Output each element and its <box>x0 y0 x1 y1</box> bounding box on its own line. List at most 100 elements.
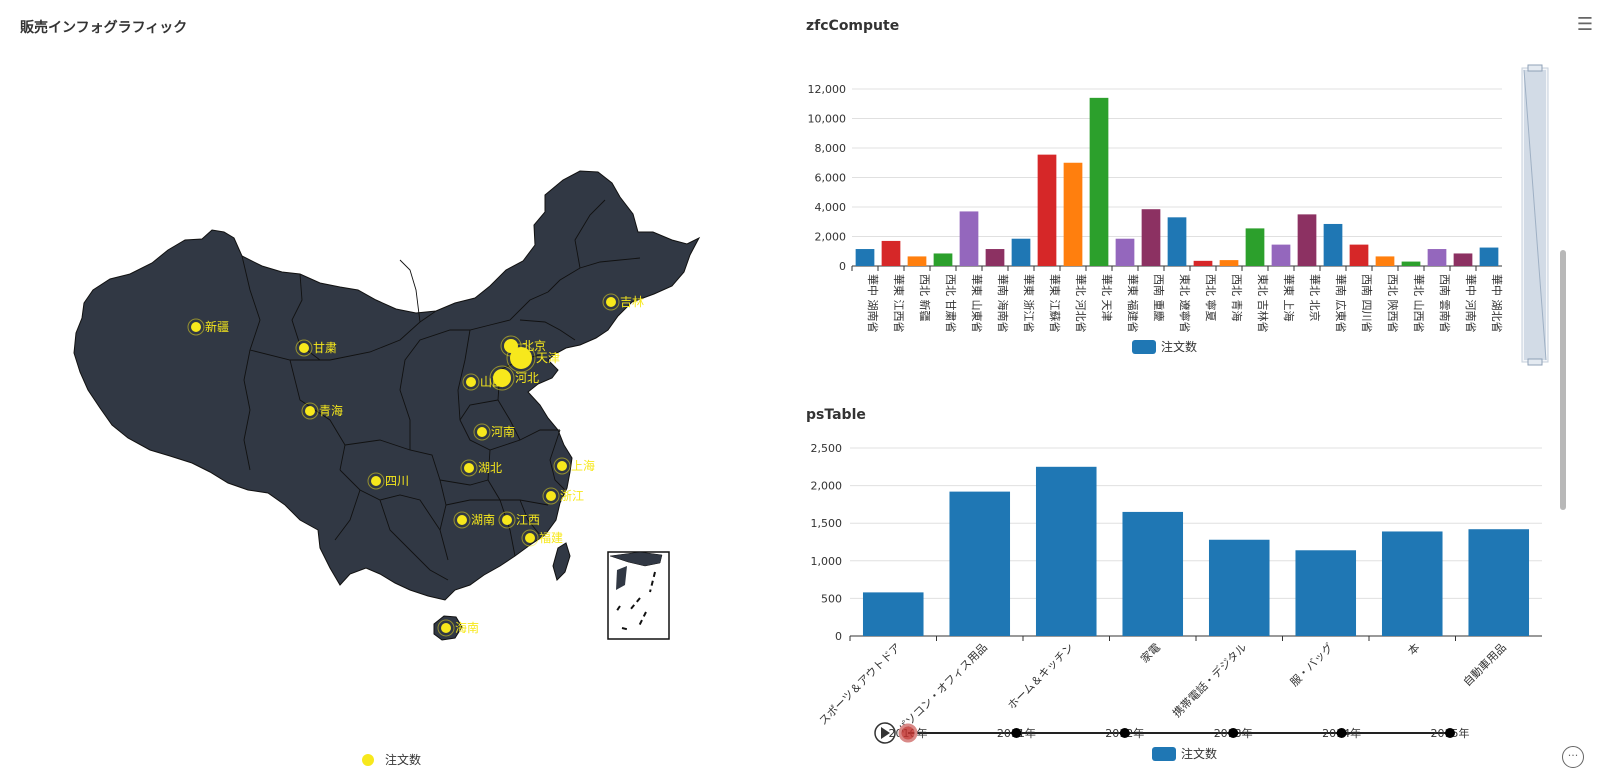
bar[interactable] <box>1141 209 1161 266</box>
timeline-current-marker[interactable] <box>898 723 918 743</box>
bar[interactable] <box>1193 260 1213 266</box>
more-icon[interactable]: ··· <box>1562 746 1584 768</box>
x-tick-label: 華南 広東省 <box>1334 274 1347 333</box>
bar[interactable] <box>1375 256 1395 266</box>
south-china-sea-inset <box>607 551 670 640</box>
timeline-year-label[interactable]: 2013年 <box>1214 726 1253 740</box>
x-tick-label: 華中 湖南省 <box>866 274 879 333</box>
timeline-point[interactable] <box>1011 728 1022 738</box>
timeline-point[interactable] <box>1228 728 1239 738</box>
city-ripple <box>602 293 620 311</box>
chart1-datazoom-slider[interactable] <box>1521 64 1549 366</box>
city-point-青海[interactable]: 青海 <box>301 402 343 420</box>
city-label: 海南 <box>455 620 479 635</box>
city-point-浙江[interactable]: 浙江 <box>542 487 584 505</box>
x-tick-label: 東北 遼寧省 <box>1178 274 1192 333</box>
city-label: 四川 <box>385 474 409 488</box>
city-ripple <box>301 402 319 420</box>
city-point-江西[interactable]: 江西 <box>498 511 540 529</box>
bar[interactable] <box>933 253 953 266</box>
timeline-point[interactable] <box>1445 728 1455 738</box>
timeline-year-label[interactable]: 2012年 <box>1105 726 1144 740</box>
city-point-福建[interactable]: 福建 <box>521 529 563 547</box>
bar[interactable] <box>1427 249 1447 266</box>
bar[interactable] <box>1271 244 1291 266</box>
bar[interactable] <box>1468 529 1530 636</box>
bar[interactable] <box>1115 238 1135 266</box>
x-tick-label: 華北 河北省 <box>1074 274 1087 333</box>
x-tick-label: 華北 北京 <box>1308 274 1322 322</box>
bar[interactable] <box>1167 217 1187 266</box>
bar[interactable] <box>1323 223 1343 266</box>
datazoom-bottom-handle[interactable] <box>1527 358 1543 366</box>
x-tick-label: 自動車用品 <box>1460 640 1509 689</box>
y-tick-label: 0 <box>835 630 842 643</box>
y-tick-label: 6,000 <box>815 172 847 185</box>
chart2-legend-label[interactable]: 注文数 <box>1181 746 1217 761</box>
bar[interactable] <box>1219 260 1239 266</box>
bar[interactable] <box>949 491 1011 636</box>
bar[interactable] <box>1035 466 1097 636</box>
timeline-point[interactable] <box>1119 728 1130 738</box>
x-tick-label: 東北 吉林省 <box>1256 274 1270 333</box>
city-ripple <box>295 339 313 357</box>
bar[interactable] <box>862 592 924 636</box>
bar[interactable] <box>907 256 927 266</box>
bar[interactable] <box>1479 247 1499 266</box>
y-tick-label: 1,500 <box>811 517 843 530</box>
bar[interactable] <box>855 249 875 266</box>
city-point-湖南[interactable]: 湖南 <box>453 511 495 529</box>
map-legend-label[interactable]: 注文数 <box>385 752 421 767</box>
bar[interactable] <box>985 249 1005 266</box>
chart1-title: zfcCompute <box>806 18 899 34</box>
bar[interactable] <box>1063 162 1083 266</box>
city-point-湖北[interactable]: 湖北 <box>460 459 502 477</box>
city-point-四川[interactable]: 四川 <box>367 472 409 490</box>
city-point-上海[interactable]: 上海 <box>553 457 595 475</box>
city-marker <box>546 491 556 501</box>
bar[interactable] <box>1245 228 1265 266</box>
bar[interactable] <box>1349 244 1369 266</box>
bar[interactable] <box>1122 511 1184 636</box>
bar[interactable] <box>1089 97 1109 266</box>
bar[interactable] <box>881 240 901 266</box>
play-icon[interactable] <box>874 722 896 744</box>
bar[interactable] <box>1297 214 1317 266</box>
x-tick-label: パソコン・オフィス用品 <box>895 641 990 736</box>
x-tick-label: 西北 寧夏 <box>1204 274 1218 322</box>
city-point-甘粛[interactable]: 甘粛 <box>295 339 337 357</box>
city-point-山西[interactable]: 山西 <box>462 373 504 391</box>
bar[interactable] <box>1453 253 1473 266</box>
city-point-吉林[interactable]: 吉林 <box>602 293 644 311</box>
timeline[interactable]: 2010年 2011年 2012年 2013年 2014年 2015年 <box>874 722 1470 744</box>
bar[interactable] <box>1401 261 1421 266</box>
timeline-year-label[interactable]: 2014年 <box>1322 726 1361 740</box>
city-label: 天津 <box>536 351 560 365</box>
city-point-海南[interactable]: 海南 <box>437 619 479 637</box>
city-point-天津[interactable]: 天津 <box>506 343 560 373</box>
timeline-point[interactable] <box>1336 728 1347 738</box>
city-marker <box>305 406 315 416</box>
city-point-河北[interactable]: 河北 <box>489 365 539 391</box>
chart1-legend-label[interactable]: 注文数 <box>1161 339 1197 354</box>
bar[interactable] <box>1037 154 1057 266</box>
city-marker <box>477 427 487 437</box>
timeline-year-label[interactable]: 2015年 <box>1431 726 1470 740</box>
hamburger-menu-icon[interactable]: ☰ <box>1576 14 1593 35</box>
page-scrollbar-thumb[interactable] <box>1560 250 1566 510</box>
bar[interactable] <box>1381 531 1443 636</box>
bar[interactable] <box>1208 539 1270 636</box>
chart2-bars <box>862 466 1530 636</box>
datazoom-top-handle[interactable] <box>1527 64 1543 72</box>
city-label: 河北 <box>515 371 539 385</box>
bar[interactable] <box>959 211 979 266</box>
city-ripple <box>437 619 455 637</box>
bar[interactable] <box>1011 238 1031 266</box>
city-point-新疆[interactable]: 新疆 <box>187 318 229 336</box>
city-point-河南[interactable]: 河南 <box>473 423 515 441</box>
bar[interactable] <box>1295 550 1357 636</box>
timeline-year-label[interactable]: 2011年 <box>997 726 1036 740</box>
timeline-year-label[interactable]: 2010年 <box>889 726 928 740</box>
city-ripple <box>473 423 491 441</box>
city-label: 湖南 <box>471 512 495 527</box>
